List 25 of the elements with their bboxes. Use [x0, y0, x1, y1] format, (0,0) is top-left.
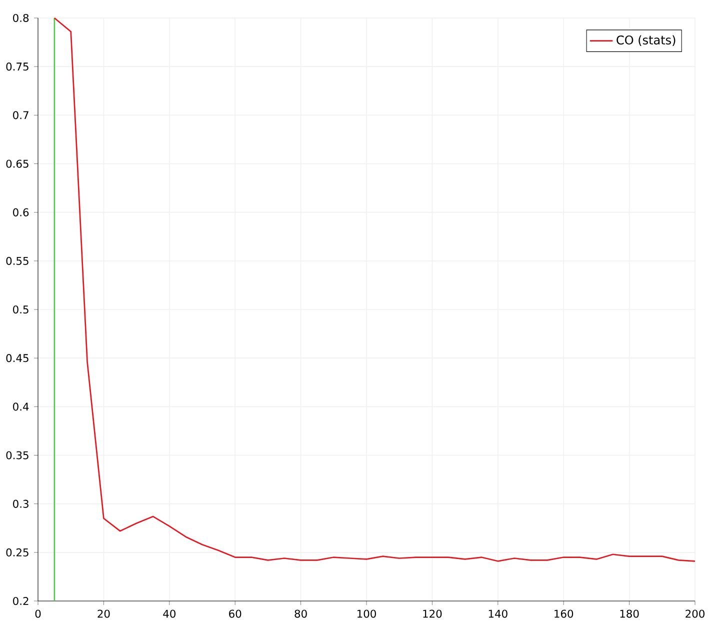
y-tick-label: 0.5 [13, 305, 28, 314]
y-tick-label: 0.4 [13, 402, 29, 411]
y-tick-label: 0.75 [6, 62, 28, 71]
x-tick-label: 200 [686, 610, 704, 618]
x-tick-label: 120 [423, 610, 442, 618]
x-tick-label: 60 [229, 610, 242, 618]
y-tick-label: 0.2 [13, 596, 28, 606]
x-tick-label: 140 [488, 610, 508, 618]
y-tick-label: 0.65 [6, 160, 28, 168]
x-tick-label: 100 [358, 610, 376, 618]
y-tick-label: 0.8 [13, 14, 29, 22]
x-tick-label: 160 [554, 610, 574, 618]
x-tick-label: 180 [620, 610, 639, 618]
x-tick-label: 80 [294, 610, 307, 618]
y-tick-label: 0.45 [6, 354, 28, 362]
x-tick-label: 20 [98, 610, 110, 618]
y-tick-label: 0.25 [6, 548, 28, 556]
y-tick-label: 0.3 [13, 500, 28, 508]
y-tick-label: 0.35 [6, 451, 28, 460]
x-tick-label: 40 [163, 610, 176, 618]
y-tick-label: 0.55 [6, 256, 28, 265]
x-tick-label: 0 [35, 610, 41, 618]
legend-label: CO (stats) [616, 35, 676, 46]
y-tick-label: 0.6 [13, 208, 29, 216]
y-tick-label: 0.7 [13, 111, 28, 120]
